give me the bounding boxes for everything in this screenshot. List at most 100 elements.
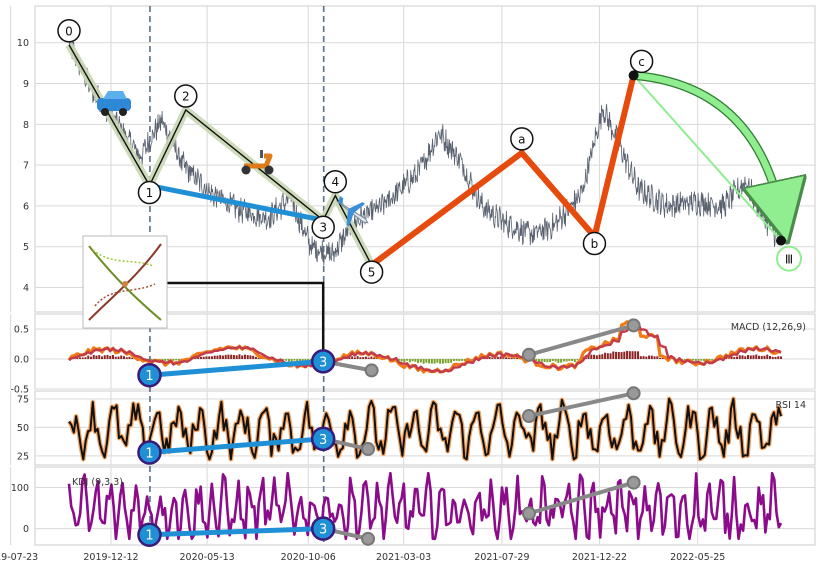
macd-hist-bar — [81, 357, 84, 359]
macd-hist-bar — [628, 351, 631, 359]
macd-hist-bar — [89, 356, 92, 359]
macd-hist-bar — [551, 359, 554, 361]
macd-badge — [310, 349, 336, 374]
macd-hist-bar — [752, 355, 755, 359]
macd-hist-bar — [241, 355, 244, 359]
macd-hist-bar — [285, 359, 288, 361]
plane-wing — [348, 202, 366, 213]
macd-hist-bar — [513, 358, 516, 359]
macd-hist-bar — [362, 357, 365, 359]
wave-label-circle — [359, 260, 384, 284]
scooter-body — [244, 153, 273, 169]
kdj-c-dot — [626, 475, 641, 490]
macd-hist-bar — [109, 355, 112, 359]
macd-hist-bar — [631, 351, 634, 359]
macd-badge-label: 1 — [145, 369, 153, 384]
macd-hist-bar — [637, 351, 640, 359]
macd-hist-bar — [351, 356, 354, 359]
rsi-badge-label: 3 — [319, 433, 327, 448]
macd-hist-bar — [760, 355, 763, 359]
macd-hist-bar — [703, 359, 706, 361]
corrective-wave-line — [369, 74, 637, 268]
macd-hist-bar — [458, 359, 461, 362]
signal-line — [68, 321, 782, 373]
rsi-y-tick: 50 — [17, 423, 29, 434]
macd-hist-bar — [549, 359, 552, 363]
macd-hist-bar — [425, 359, 428, 363]
x-tick-label: 2022-05-25 — [670, 552, 725, 563]
wave-label-1: 1 — [146, 186, 154, 200]
macd-hist-bar — [560, 359, 563, 363]
macd-a-dot — [521, 347, 536, 362]
price-y-tick: 4 — [23, 283, 29, 294]
macd-hist-bar — [408, 359, 411, 363]
macd-hist-bar — [505, 357, 508, 359]
macd-hist-bar — [364, 356, 367, 359]
macd-hist-bar — [645, 356, 648, 359]
macd-hist-bar — [642, 356, 645, 359]
macd-hist-bar — [606, 353, 609, 359]
wave-label-circle — [323, 169, 348, 194]
macd-hist-bar — [711, 359, 714, 360]
rsi-badge — [310, 426, 336, 452]
macd-hist-bar — [598, 354, 601, 359]
scooter-wheel — [241, 165, 251, 175]
macd-hist-bar — [648, 355, 651, 359]
macd-hist-bar — [111, 355, 114, 359]
macd-hist-bar — [249, 355, 252, 359]
macd-hist-bar — [370, 356, 373, 359]
macd-hist-bar — [439, 359, 442, 364]
macd-hist-bar — [609, 353, 612, 359]
macd-hist-bar — [353, 357, 356, 359]
macd-hist-bar — [571, 359, 574, 361]
macd-hist-bar — [406, 359, 409, 361]
macd-hist-bar — [694, 359, 697, 362]
macd-hist-bar — [507, 358, 510, 359]
macd-hist-bar — [593, 354, 596, 359]
macd-hist-bar — [213, 355, 216, 359]
macd-hist-bar — [452, 359, 455, 362]
degree-label: Ⅲ — [785, 253, 793, 267]
macd-hist-bar — [235, 355, 238, 359]
macd-hist-bar — [221, 355, 224, 359]
wave-label-a: a — [518, 132, 525, 146]
macd-hist-bar — [92, 354, 95, 359]
kdj-y-tick: 100 — [11, 483, 29, 494]
wave-c-dot — [628, 70, 639, 81]
macd-hist-bar — [301, 359, 304, 362]
macd-hist-bar — [210, 356, 213, 359]
wave-label-circle — [311, 215, 335, 239]
macd-hist-bar — [122, 356, 125, 359]
macd-hist-bar — [763, 355, 766, 359]
macd-hist-bar — [634, 351, 637, 359]
car-body — [97, 98, 131, 111]
macd-hist-bar — [595, 355, 598, 359]
macd-hist-bar — [125, 357, 128, 359]
rsi-badge — [137, 440, 162, 465]
macd-hist-bar — [400, 359, 403, 362]
kdj-line — [67, 471, 783, 541]
wave-label-3: 3 — [319, 221, 327, 235]
macd-hist-bar — [246, 355, 249, 359]
macd-hist-bar — [103, 355, 106, 359]
macd-hist-bar — [623, 351, 626, 359]
macd-hist-bar — [158, 359, 161, 360]
macd-hist-bar — [543, 359, 546, 362]
wave-label-c: c — [638, 55, 645, 69]
price-y-tick: 7 — [23, 161, 29, 172]
kdj-label: KDJ (9,3,3) — [72, 477, 123, 488]
macd-hist-bar — [738, 355, 741, 359]
macd-hist-bar — [653, 356, 656, 359]
wave-label-circle — [57, 19, 81, 43]
macd-hist-bar — [208, 356, 211, 359]
macd-hist-bar — [483, 358, 486, 359]
macd-hist-bar — [590, 354, 593, 359]
macd-hist-bar — [238, 354, 241, 359]
macd-hist-bar — [741, 355, 744, 359]
kdj-divergence-line — [149, 526, 324, 538]
macd-hist-bar — [510, 357, 513, 359]
macd-hist-bar — [582, 356, 585, 359]
macd-hist-bar — [730, 356, 733, 359]
plane-wing — [346, 208, 354, 227]
